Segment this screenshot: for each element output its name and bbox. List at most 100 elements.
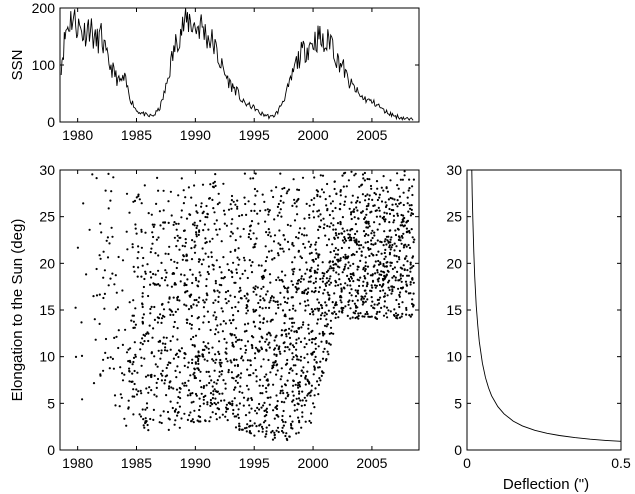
scatter-point (125, 192, 129, 195)
scatter-point (173, 320, 176, 324)
scatter-point (282, 420, 285, 423)
scatter-point (301, 323, 305, 326)
scatter-point (272, 364, 275, 367)
scatter-point (198, 328, 201, 331)
scatter-point (408, 204, 411, 207)
scatter-point (231, 333, 234, 336)
scatter-point (282, 409, 285, 413)
scatter-point (318, 377, 321, 380)
scatter-point (324, 301, 327, 304)
scatter-point (204, 419, 207, 422)
scatter-point (132, 265, 135, 268)
scatter-point (334, 228, 337, 231)
scatter-point (236, 256, 239, 259)
scatter-point (384, 201, 387, 204)
scatter-point (297, 397, 301, 400)
scatter-point (238, 390, 241, 393)
scatter-point (133, 369, 136, 373)
scatter-point (172, 296, 175, 299)
scatter-point (382, 189, 385, 192)
scatter-point (213, 289, 216, 292)
scatter-point (317, 290, 320, 293)
ssn-x-tick-label: 1990 (180, 127, 211, 143)
scatter-point (279, 199, 282, 202)
scatter-point (391, 243, 394, 247)
scatter-point (384, 248, 387, 251)
scatter-point (360, 211, 363, 214)
scatter-point (270, 249, 273, 252)
scatter-point (326, 350, 329, 353)
scatter-point (165, 336, 168, 339)
scatter-point (221, 370, 224, 373)
scatter-point (159, 414, 162, 417)
scatter-point (163, 382, 166, 385)
scatter-point (267, 343, 270, 346)
scatter-point (329, 343, 332, 346)
scatter-point (246, 368, 249, 371)
scatter-point (301, 176, 305, 179)
scatter-point (245, 297, 248, 300)
scatter-point (400, 221, 403, 224)
scatter-point (158, 421, 161, 424)
scatter-point (222, 320, 225, 323)
scatter-point (401, 178, 404, 181)
scatter-point (197, 280, 200, 283)
scatter-point (152, 282, 155, 285)
scatter-point (402, 217, 405, 220)
scatter-point (188, 414, 191, 417)
scatter-point (321, 312, 324, 315)
scatter-point (141, 320, 144, 323)
scatter-point (298, 385, 302, 388)
scatter-point (369, 184, 373, 188)
scatter-point (333, 187, 336, 191)
scatter-point (313, 368, 316, 371)
scatter-point (304, 304, 307, 307)
scatter-point (210, 379, 213, 382)
scatter-point (408, 246, 412, 249)
scatter-point (231, 341, 234, 344)
scatter-point (141, 316, 144, 319)
scatter-point (307, 240, 310, 243)
scatter-point (371, 274, 374, 277)
scatter-point (354, 304, 357, 307)
scatter-point (196, 419, 199, 422)
scatter-point (295, 291, 298, 294)
scatter-point (344, 253, 347, 256)
scatter-point (152, 408, 155, 411)
scatter-point (396, 199, 399, 202)
scatter-point (128, 369, 131, 373)
scatter-point (204, 215, 207, 219)
scatter-point (365, 213, 368, 216)
scatter-point (325, 244, 329, 247)
scatter-point (164, 269, 167, 272)
scatter-point (149, 251, 152, 254)
scatter-point (321, 277, 324, 280)
scatter-point (292, 244, 295, 247)
scatter-point (202, 258, 205, 261)
scatter-point (386, 294, 389, 297)
scatter-point (205, 370, 208, 373)
scatter-point (193, 371, 196, 374)
scatter-point (176, 239, 179, 242)
scatter-point (191, 358, 194, 361)
scatter-point (238, 425, 241, 428)
scatter-point (373, 303, 376, 306)
scatter-point (269, 371, 272, 374)
scatter-point (387, 309, 390, 312)
scatter-point (212, 268, 215, 271)
scatter-point (310, 251, 313, 254)
scatter-point (170, 214, 173, 217)
scatter-point (121, 379, 125, 382)
scatter-point (395, 314, 399, 317)
scatter-point (76, 246, 79, 249)
scatter-point (202, 321, 205, 324)
scatter-point (108, 242, 111, 245)
scatter-point (233, 388, 236, 391)
scatter-point (354, 223, 357, 226)
scatter-point (303, 227, 306, 230)
scatter-point (396, 214, 399, 217)
scatter-point (210, 255, 213, 258)
scatter-point (328, 195, 331, 198)
scatter-point (164, 375, 167, 378)
scatter-point (136, 257, 139, 260)
